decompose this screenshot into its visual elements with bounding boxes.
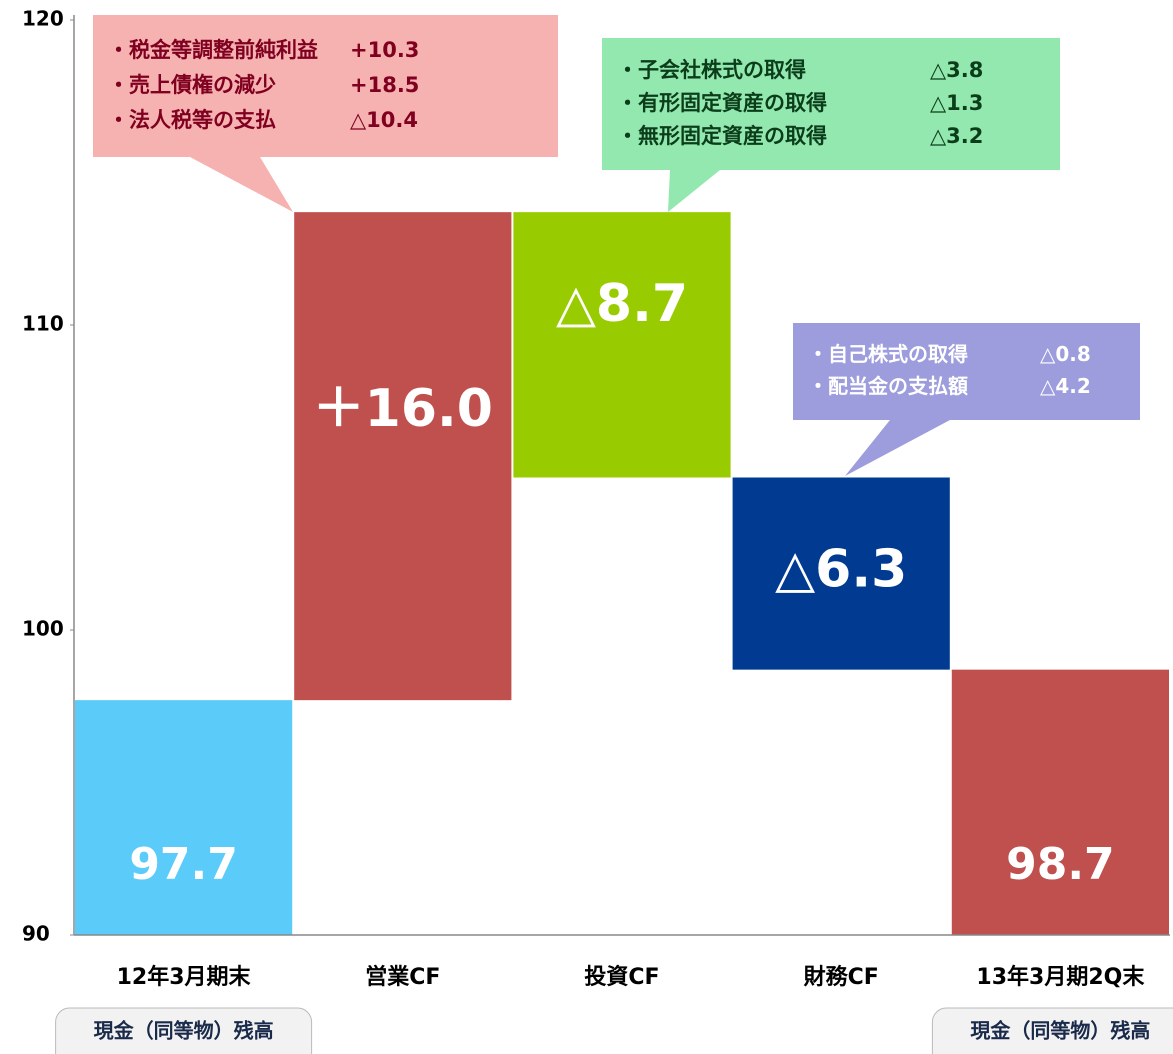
y-tick-label: 90 [22, 922, 50, 946]
callout-value: △10.4 [350, 108, 418, 132]
value-label: ＋16.0 [313, 379, 493, 439]
value-label: 97.7 [129, 839, 238, 890]
bar [75, 700, 293, 935]
callout-item: ・売上債権の減少 [108, 73, 276, 97]
callout [93, 15, 558, 212]
callout-value: △4.2 [1040, 374, 1091, 398]
y-tick-label: 110 [22, 312, 64, 336]
x-tick-label: 財務CF [804, 964, 879, 990]
note-box [55, 1007, 313, 1054]
note-box [931, 1007, 1173, 1054]
callout-item: ・法人税等の支払 [108, 108, 276, 132]
callout-item: ・配当金の支払額 [808, 374, 968, 398]
bar [294, 212, 512, 701]
bar [513, 212, 731, 478]
note-text: 現金（同等物）残高 [970, 1019, 1150, 1043]
callout-item: ・子会社株式の取得 [617, 58, 806, 82]
bar [732, 477, 950, 670]
callout-value: △0.8 [1040, 342, 1091, 366]
x-tick-label: 13年3月期2Q末 [976, 964, 1145, 990]
y-tick-label: 120 [22, 7, 64, 31]
callout-item: ・税金等調整前純利益 [108, 38, 318, 62]
callout [602, 38, 1060, 212]
x-tick-label: 営業CF [365, 964, 440, 990]
callout-value: +10.3 [350, 38, 419, 62]
callout-item: ・有形固定資産の取得 [617, 91, 827, 115]
value-label: △6.3 [775, 540, 907, 600]
callout [793, 323, 1140, 476]
x-tick-label: 投資CF [584, 964, 659, 990]
bar [951, 669, 1169, 935]
y-tick-label: 100 [22, 617, 64, 641]
note-text: 現金（同等物）残高 [94, 1019, 274, 1043]
callout-value: △1.3 [930, 91, 983, 115]
value-label: △8.7 [556, 274, 688, 334]
callout-item: ・自己株式の取得 [808, 342, 968, 366]
callout-item: ・無形固定資産の取得 [617, 124, 827, 148]
value-label: 98.7 [1006, 839, 1115, 890]
callout-value: △3.8 [930, 58, 983, 82]
x-tick-label: 12年3月期末 [117, 964, 252, 990]
callout-value: +18.5 [350, 73, 419, 97]
callout-value: △3.2 [930, 124, 983, 148]
